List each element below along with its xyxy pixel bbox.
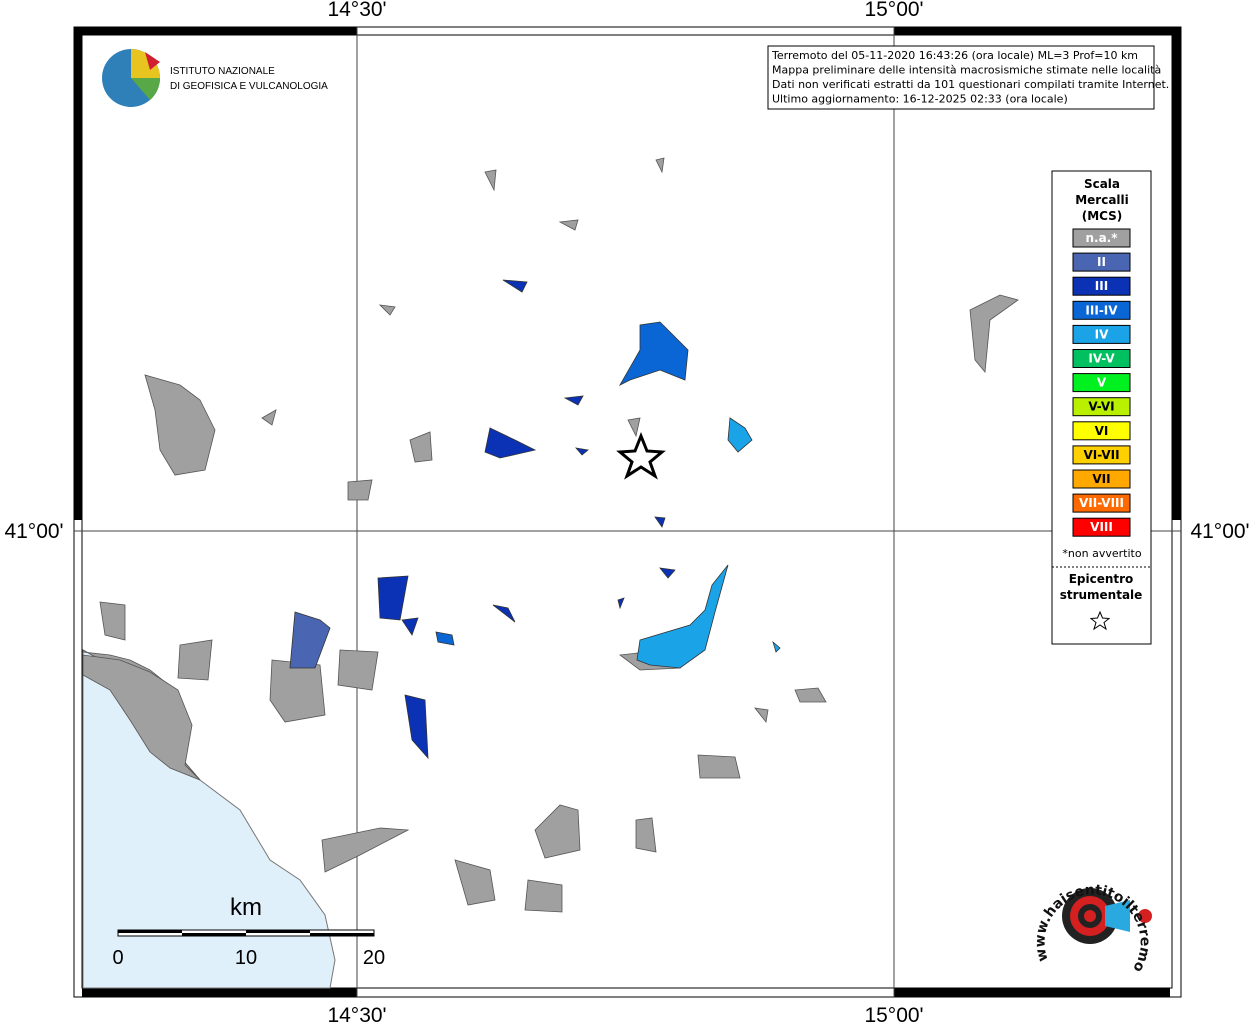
legend-label: V xyxy=(1097,376,1107,390)
info-line: Ultimo aggiornamento: 16-12-2025 02:33 (… xyxy=(772,93,1068,106)
scale-unit: km xyxy=(230,894,262,921)
legend-note: *non avvertito xyxy=(1062,547,1141,560)
legend-swatch xyxy=(1072,276,1131,296)
logo-text: DI GEOFISICA E VULCANOLOGIA xyxy=(170,81,328,92)
legend-label: III-IV xyxy=(1085,303,1118,317)
info-line: Terremoto del 05-11-2020 16:43:26 (ora l… xyxy=(771,49,1138,62)
legend-swatch xyxy=(1072,349,1131,368)
info-lines: Terremoto del 05-11-2020 16:43:26 (ora l… xyxy=(771,49,1169,106)
legend-label: II xyxy=(1097,255,1106,269)
epicenter-star xyxy=(616,431,666,480)
scale-label: 10 xyxy=(235,947,257,969)
info-box xyxy=(767,45,1155,110)
legend-title: Scala xyxy=(1084,177,1120,191)
axis-label: 14°30' xyxy=(327,0,386,21)
legend-swatch xyxy=(1072,300,1131,320)
scale-label: 0 xyxy=(112,947,123,969)
legend-swatch xyxy=(1072,228,1131,248)
legend-label: VII-VIII xyxy=(1079,496,1124,510)
legend-title: Mercalli xyxy=(1075,193,1129,207)
municipalities xyxy=(99,157,1019,913)
frame xyxy=(73,26,1182,998)
legend-swatch xyxy=(1072,252,1131,272)
info-line: Dati non verificati estratti da 101 ques… xyxy=(772,78,1169,91)
legend-label: VI xyxy=(1095,424,1109,438)
legend-star xyxy=(1089,610,1111,631)
axis-label: 15°00' xyxy=(864,0,923,21)
axis-label: 15°00' xyxy=(864,1004,923,1024)
ingv-logo: ISTITUTO NAZIONALE DI GEOFISICA E VULCAN… xyxy=(102,49,328,107)
info-line: Mappa preliminare delle intensità macros… xyxy=(772,64,1161,77)
axis-label: 41°00' xyxy=(1190,520,1249,543)
legend-swatch xyxy=(1072,517,1131,537)
legend-label: IV xyxy=(1095,327,1109,341)
land xyxy=(82,654,201,781)
legend-title: (MCS) xyxy=(1082,209,1123,223)
legend-swatch xyxy=(1072,324,1131,344)
legend-swatch xyxy=(1072,373,1131,393)
legend-epicenter: strumentale xyxy=(1060,588,1143,602)
scale-bar: km 0 10 20 xyxy=(112,894,385,969)
legend-label: VII xyxy=(1092,472,1110,486)
legend-label: V-VI xyxy=(1088,400,1114,414)
legend-swatch xyxy=(1072,469,1131,489)
scale-label: 20 xyxy=(363,947,385,969)
axis-label: 14°30' xyxy=(327,1004,386,1024)
legend-epicenter: Epicentro xyxy=(1069,572,1134,586)
legend-label: III xyxy=(1095,279,1108,293)
legend: ScalaMercalli(MCS)n.a.*IIIIIIII-IVIVIV-V… xyxy=(1072,177,1131,537)
axis-label: 41°00' xyxy=(4,520,63,543)
legend-swatch xyxy=(1072,445,1131,465)
legend-swatch xyxy=(1072,421,1131,441)
legend-label: n.a.* xyxy=(1085,231,1118,245)
legend-swatch xyxy=(1072,397,1131,417)
legend-label: IV-V xyxy=(1088,352,1115,366)
legend-label: VIII xyxy=(1090,520,1113,534)
legend-label: VI-VII xyxy=(1083,448,1119,462)
logo-text: ISTITUTO NAZIONALE xyxy=(170,66,275,77)
legend-swatch xyxy=(1072,493,1131,513)
